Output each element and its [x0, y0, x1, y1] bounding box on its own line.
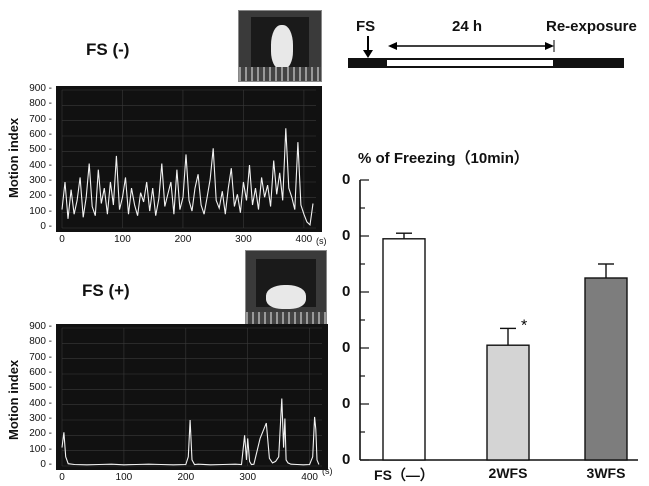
- rat-exploring-photo-icon: [238, 10, 322, 82]
- protocol-bar-interval: [387, 60, 553, 66]
- trace-ytick-label: 200 -: [29, 428, 52, 440]
- trace-ytick-label: 100 -: [29, 443, 52, 455]
- trace-xtick-label: 0: [59, 472, 65, 483]
- trace-ylabel-fs-minus: Motion index: [6, 117, 21, 198]
- bar-ytick-label: 0: [342, 283, 351, 300]
- bar-ytick-label: 0: [342, 339, 351, 356]
- bar-0: [382, 238, 426, 461]
- bar-ytick-label: 0: [342, 171, 351, 188]
- motion-trace-line: [61, 398, 320, 466]
- trace-ytick-label: 700 -: [29, 351, 52, 363]
- trace-xunit-fs-minus: (s): [316, 236, 327, 246]
- protocol-interval-label: 24 h: [452, 18, 483, 35]
- trace-ytick-label: 600 -: [29, 129, 52, 140]
- trace-ytick-label: 500 -: [29, 144, 52, 156]
- trace-title-fs-minus: FS (-): [86, 40, 130, 59]
- trace-ytick-label: 100 -: [29, 205, 52, 217]
- bar-ytick-label: 0: [342, 451, 351, 468]
- trace-ytick-label: 300 -: [29, 175, 52, 186]
- trace-xtick-label: 300: [239, 472, 257, 483]
- rat-freezing-photo-icon: [245, 250, 327, 327]
- bar-2: [584, 277, 628, 461]
- bar-ytick-label: 0: [342, 395, 351, 412]
- trace-ytick-label: 400 -: [29, 397, 52, 409]
- motion-trace-fs-minus: [56, 86, 322, 232]
- trace-ytick-label: 900 -: [29, 83, 52, 94]
- trace-ytick-label: 0 -: [40, 221, 52, 232]
- protocol-timeline: [348, 36, 624, 68]
- bar-1: [486, 344, 530, 461]
- trace-ytick-label: 600 -: [29, 367, 52, 378]
- freezing-bar-chart: *: [359, 179, 638, 461]
- trace-xunit-fs-plus: (s): [322, 466, 333, 476]
- bar-significance-mark: *: [521, 317, 527, 334]
- trace-ytick-label: 700 -: [29, 113, 52, 125]
- trace-ytick-label: 300 -: [29, 413, 52, 424]
- trace-title-fs-plus: FS (+): [82, 281, 130, 300]
- trace-plot-area: [56, 324, 328, 470]
- trace-xtick-label: 400: [295, 234, 313, 245]
- bar-category-label: FS（—）: [374, 467, 434, 483]
- bar-ytick-label: 0: [342, 227, 351, 244]
- trace-ylabel-fs-plus: Motion index: [6, 359, 21, 440]
- trace-xtick-label: 200: [177, 472, 195, 483]
- trace-xtick-label: 100: [114, 234, 131, 245]
- bar-category-label: 2WFS: [488, 465, 528, 481]
- trace-xtick-label: 0: [59, 234, 65, 245]
- trace-ytick-label: 200 -: [29, 190, 52, 202]
- protocol-reexposure-label: Re-exposure: [546, 18, 637, 35]
- trace-ytick-label: 400 -: [29, 159, 52, 171]
- trace-xtick-label: 100: [115, 472, 133, 483]
- motion-trace-line: [61, 128, 314, 227]
- trace-plot-area: [56, 86, 322, 232]
- bar-category-label: 3WFS: [586, 465, 626, 481]
- bar-chart-title: % of Freezing（10min）: [358, 150, 529, 167]
- trace-ytick-label: 500 -: [29, 382, 52, 394]
- trace-xtick-label: 400: [301, 472, 318, 483]
- trace-ytick-label: 900 -: [29, 321, 52, 332]
- motion-trace-fs-plus: [56, 324, 328, 470]
- trace-xtick-label: 200: [174, 234, 192, 245]
- trace-xtick-label: 300: [235, 234, 252, 245]
- trace-ytick-label: 800 -: [29, 98, 52, 110]
- trace-ytick-label: 0 -: [40, 459, 52, 470]
- protocol-fs-label: FS: [356, 18, 376, 35]
- trace-ytick-label: 800 -: [29, 336, 52, 348]
